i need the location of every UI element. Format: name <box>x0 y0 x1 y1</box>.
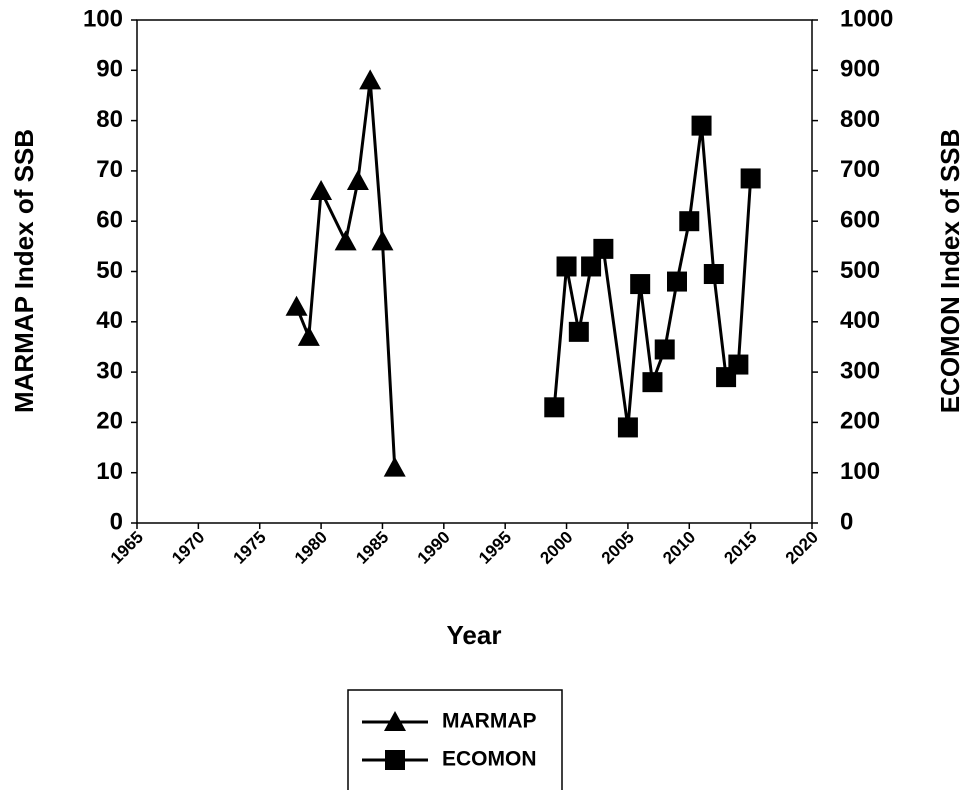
y-axis-title: MARMAP Index of SSB <box>9 129 39 413</box>
data-point <box>703 264 724 285</box>
x-tick-label: 1990 <box>414 528 454 568</box>
data-point <box>371 230 394 251</box>
y2-tick-label: 100 <box>840 458 880 485</box>
y2-tick-label: 500 <box>840 257 880 284</box>
data-point <box>667 271 687 292</box>
x-tick-label: 1970 <box>168 528 208 568</box>
x-tick-label: 1975 <box>230 528 270 568</box>
data-point <box>310 180 333 201</box>
y-tick-label: 70 <box>96 156 123 183</box>
y-tick-label: 100 <box>83 5 123 32</box>
x-axis-title: Year <box>447 620 502 650</box>
y-tick-label: 40 <box>96 307 123 334</box>
y-tick-label: 60 <box>96 207 123 234</box>
y-tick-label: 0 <box>110 508 123 535</box>
y-tick-label: 20 <box>96 408 123 435</box>
x-tick-label: 1980 <box>291 528 331 568</box>
data-point <box>642 372 663 393</box>
data-point <box>617 417 638 438</box>
data-point <box>359 69 382 90</box>
x-tick-label: 2010 <box>659 528 699 568</box>
data-point <box>334 230 357 251</box>
data-point <box>556 256 577 277</box>
y-tick-label: 50 <box>96 257 123 284</box>
x-tick-label: 1995 <box>475 528 515 568</box>
y2-axis-title: ECOMON Index of SSB <box>935 129 965 414</box>
legend-label: ECOMON <box>442 748 537 771</box>
y-tick-label: 10 <box>96 458 123 485</box>
data-point <box>581 256 602 277</box>
y2-tick-label: 600 <box>840 207 880 234</box>
x-tick-label: 1985 <box>352 528 392 568</box>
y-tick-label: 30 <box>96 357 123 384</box>
series-line <box>552 125 753 428</box>
legend-marker <box>385 750 405 770</box>
data-point <box>383 456 406 477</box>
data-point <box>593 238 614 259</box>
data-point <box>285 295 308 316</box>
y2-tick-label: 700 <box>840 156 880 183</box>
x-tick-label: 2005 <box>598 528 638 568</box>
y2-tick-label: 900 <box>840 56 880 83</box>
y-tick-label: 80 <box>96 106 123 133</box>
data-point <box>544 397 565 418</box>
x-tick-label: 2020 <box>782 528 822 568</box>
data-point <box>728 354 749 375</box>
y2-tick-label: 300 <box>840 357 880 384</box>
legend-box <box>347 689 563 790</box>
data-point <box>568 321 589 342</box>
legend-marker <box>384 711 406 731</box>
y2-tick-label: 1000 <box>840 5 893 32</box>
legend-label: MARMAP <box>442 710 537 733</box>
x-tick-label: 2000 <box>536 528 576 568</box>
data-point <box>740 168 761 189</box>
data-point <box>679 211 700 232</box>
y2-tick-label: 200 <box>840 408 880 435</box>
data-point <box>630 274 651 295</box>
data-point <box>654 339 675 360</box>
y-tick-label: 90 <box>96 56 123 83</box>
y2-tick-label: 400 <box>840 307 880 334</box>
y2-tick-label: 800 <box>840 106 880 133</box>
data-point <box>346 169 369 190</box>
x-tick-label: 2015 <box>720 528 760 568</box>
y2-tick-label: 0 <box>840 508 853 535</box>
series-line <box>295 80 397 468</box>
data-point <box>297 325 320 346</box>
data-point <box>691 115 712 136</box>
